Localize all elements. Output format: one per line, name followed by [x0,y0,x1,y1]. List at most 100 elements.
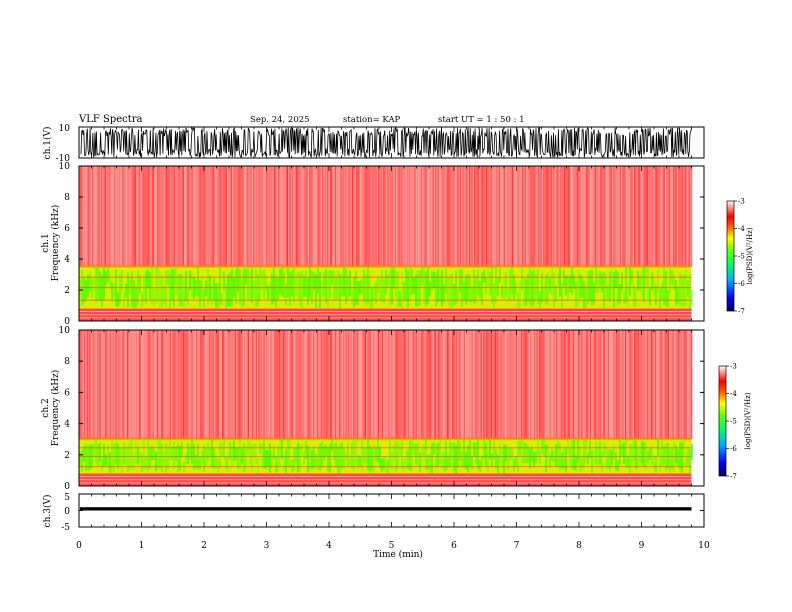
ch2-spec-streak [433,330,435,440]
ch1-spec-streak [363,166,365,267]
ch1-spec-streak [276,166,278,267]
ch2-spec-mid-texture [483,439,485,460]
ch2-spec-streak [106,330,108,440]
ch3-ytick-bottom: -5 [61,523,70,533]
ch2-spec-mid-texture [583,440,585,469]
ch1-spec-streak [352,166,353,267]
ch2-spec-streak [271,330,273,440]
ch1-spec-streak [589,166,591,267]
ch2-spec-streak [406,330,408,440]
ch1-spec-streak [303,166,305,267]
ch2-spec-mid-texture [301,444,303,458]
ch2-spec-streak [85,330,87,440]
ch2-spec-streak [229,330,231,440]
ch1-spec-mid-texture [525,278,527,306]
ch1-spec-streak [622,166,624,267]
ch2-spec-mid-texture [141,454,143,473]
ch2-spec-streak [379,330,381,440]
ch1-spec-mid-texture [661,283,663,301]
ch2-spec-streak [216,330,218,440]
ch2-spec-streak [678,330,680,440]
ch2-spec-streak [242,330,244,440]
ch1-spec-streak [272,166,274,267]
ch2-spec-streak [231,330,233,440]
ch2-spec-streak [549,330,551,440]
ch1-spec-cbar-tick-label: -5 [738,253,745,261]
ch1-spec-mid-texture [409,267,411,302]
ch2-spec-streak [544,330,546,440]
ch2-spec-mid-texture [587,452,589,465]
ch1-spec-streak [241,166,243,267]
ch2-spec-streak [207,330,209,440]
ch2-spec-mid-texture [683,439,685,457]
ch1-spec-mid-texture [131,271,133,307]
ch2-spec-streak [89,330,91,440]
ch1-spec-mid-texture [495,266,497,303]
ch1-spec-streak [393,166,395,267]
ch1-spec-mid-texture [363,269,365,303]
ch1-spec-streak [638,166,639,267]
ch1-spec-streak [248,166,249,267]
ch1-spec-mid-texture [183,280,185,308]
ch1-spec-streak [114,166,116,267]
ch2-spec-streak [446,330,448,440]
ch2-spec-streak [397,330,399,440]
ch2-spec-mid-texture [149,447,151,469]
ch2-spec-streak [380,330,382,440]
ch2-spec-streak [177,330,179,440]
ch1-spec-streak [580,166,582,267]
ch1-spec-mid-texture [187,287,189,305]
ch2-spec-streak [193,330,195,440]
ch1-spec-streak [514,166,516,267]
ch2-spec-streak [211,330,213,440]
ch1-spec-streak [172,166,174,267]
ch1-spec-streak [190,166,192,267]
ch2-spec-streak [385,330,387,440]
ch1-spec-streak [406,166,408,267]
ch2-spec-streak [309,330,311,440]
ch2-spec-mid-texture [591,450,593,474]
ch1-spec-streak [401,166,403,267]
ch2-spec-streak [361,330,363,440]
ch1-spec-streak [112,166,114,267]
ch2-spec-mid-texture [193,444,195,470]
ch1-spec-streak [151,166,153,267]
ch2-spec-streak [443,330,444,440]
time-axis-label: Time (min) [373,549,423,560]
ch1-spec-streak [431,166,433,267]
ch2-spec-mid-texture [379,446,381,469]
ch2-spec-streak [344,330,346,440]
ch1-spec-streak [331,166,333,267]
ch1-spec-streak [164,166,166,267]
ch1-spec-mid-texture [605,273,607,301]
ch1-spec-mid-texture [677,286,679,305]
ch2-spec-mid-texture [627,455,629,468]
ch1-spec-streak [609,166,611,267]
ch2-spec-streak [654,330,656,440]
ch2-spec-streak [357,330,359,440]
ch1-spec-streak [82,166,84,267]
ch1-spec-mid-texture [481,272,483,305]
ch1-spec-mid-texture [425,271,427,306]
ch2-spec-streak [196,330,197,440]
ch1-spec-mid-texture [575,281,577,308]
ch2-spec-mid-texture [677,449,679,466]
ch2-spec-mid-texture [89,444,91,470]
ch2-spec-streak [509,330,511,440]
ch1-spec-streak [574,166,576,267]
ch2-spec-mid-texture [343,447,345,469]
ch1-spec-streak [242,166,244,267]
x-tick-label: 3 [264,541,270,551]
ch2-spec-streak [661,330,663,440]
ch1-spec-streak [541,166,543,267]
ch1-spec-streak [149,166,151,267]
ch2-spec-streak [574,330,576,440]
ch1-spec-mid-texture [285,283,287,306]
ch1-spec-streak [686,166,688,267]
ch2-spec-streak [540,330,542,440]
ch1-spec-mid-texture [371,287,373,308]
ch2-spec-streak [181,330,183,440]
ch1-spec-streak [367,166,369,267]
ch1-spec-mid-texture [479,281,481,299]
